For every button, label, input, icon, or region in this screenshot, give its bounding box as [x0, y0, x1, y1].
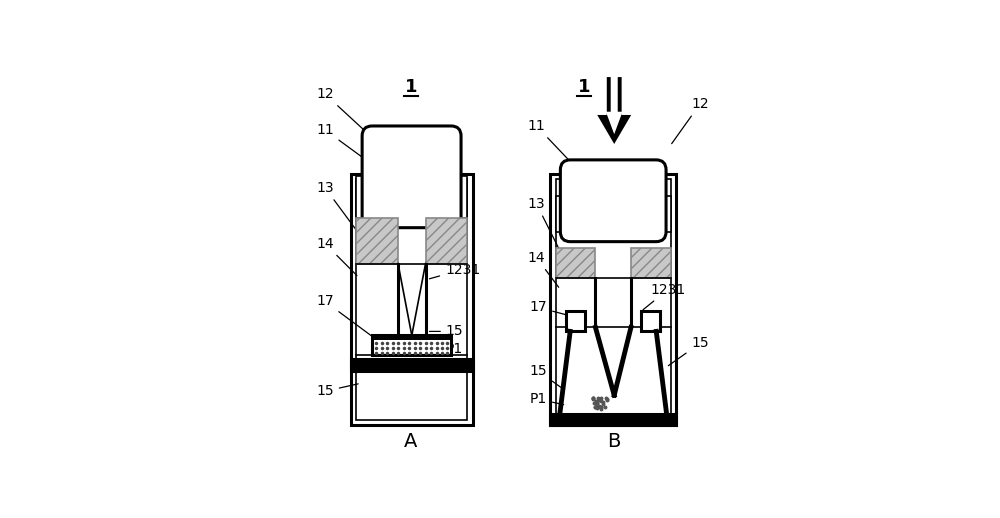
Bar	[426, 218, 467, 264]
Bar	[356, 218, 398, 264]
Bar	[556, 179, 671, 420]
Bar	[631, 248, 671, 278]
Text: 17: 17	[530, 300, 574, 316]
Text: 15: 15	[530, 364, 564, 390]
Text: P1: P1	[429, 342, 463, 356]
Polygon shape	[599, 78, 629, 142]
Bar	[566, 311, 585, 332]
Text: 13: 13	[528, 197, 559, 249]
Bar	[550, 174, 676, 425]
Bar	[641, 311, 660, 332]
Bar	[351, 174, 473, 425]
Text: 15: 15	[316, 384, 358, 398]
FancyBboxPatch shape	[560, 160, 666, 241]
Text: 14: 14	[528, 251, 559, 287]
Text: 15: 15	[430, 324, 463, 338]
Bar	[556, 196, 671, 232]
Polygon shape	[606, 76, 623, 134]
Text: 17: 17	[316, 294, 377, 340]
Text: 12: 12	[316, 87, 375, 140]
Text: B: B	[608, 432, 621, 451]
Text: 1: 1	[578, 78, 591, 96]
Bar	[356, 179, 467, 420]
Text: 15: 15	[668, 336, 709, 366]
Text: 11: 11	[316, 123, 375, 166]
Text: 12: 12	[672, 97, 709, 143]
Text: 1: 1	[405, 78, 417, 96]
Bar	[550, 414, 676, 425]
Bar	[356, 176, 467, 218]
Text: A: A	[404, 432, 417, 451]
Text: 1231: 1231	[643, 282, 686, 310]
Text: 1231: 1231	[429, 263, 480, 279]
Text: 14: 14	[316, 237, 357, 276]
Bar	[372, 335, 451, 355]
FancyBboxPatch shape	[362, 126, 461, 228]
Bar	[351, 358, 473, 371]
Text: 13: 13	[316, 181, 357, 232]
Text: P1: P1	[530, 392, 564, 406]
Bar	[556, 248, 595, 278]
Text: 11: 11	[528, 119, 572, 164]
Bar	[372, 335, 451, 340]
